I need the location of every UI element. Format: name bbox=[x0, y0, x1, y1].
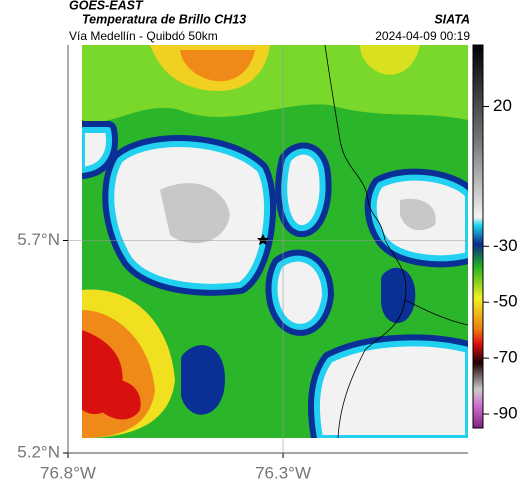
colorbar-tick-label: -50 bbox=[493, 292, 518, 311]
colorbar bbox=[472, 44, 484, 429]
y-tick-label: 5.7°N bbox=[17, 230, 60, 249]
subtitle: Temperatura de Brillo CH13 bbox=[82, 12, 246, 26]
y-tick-label: 5.2°N bbox=[17, 442, 60, 461]
route: Vía Medellín - Quibdó 50km bbox=[69, 29, 218, 43]
location-marker bbox=[257, 234, 269, 245]
colorbar-tick-label: -90 bbox=[493, 404, 518, 423]
x-tick-label: 76.3°W bbox=[255, 463, 311, 482]
colorbar-tick-label: -70 bbox=[493, 348, 518, 367]
timestamp: 2024-04-09 00:19 bbox=[375, 29, 470, 43]
title: GOES-EAST bbox=[69, 0, 144, 12]
x-tick-label: 76.8°W bbox=[40, 463, 96, 482]
colorbar-tick-label: 20 bbox=[493, 96, 512, 115]
satellite-image bbox=[82, 45, 468, 438]
colorbar-tick-label: -30 bbox=[493, 236, 518, 255]
source: SIATA bbox=[434, 12, 470, 26]
